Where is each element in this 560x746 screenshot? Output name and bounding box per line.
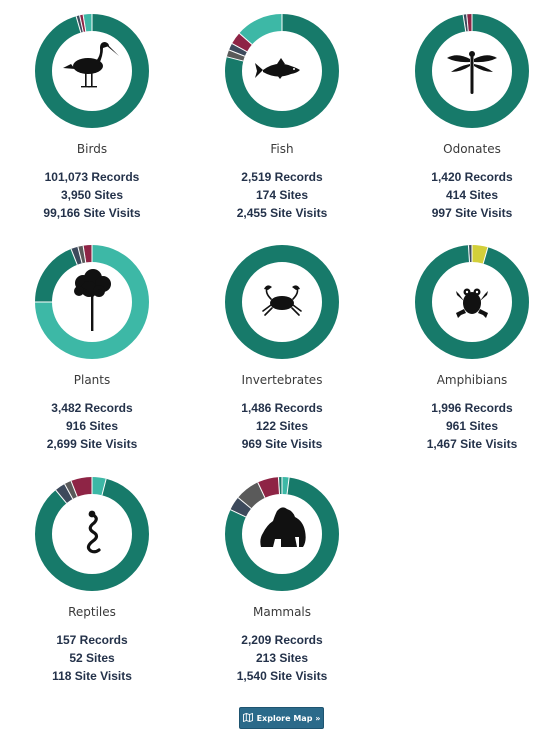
site-visits-count: 2,699 Site Visits [46, 437, 138, 451]
donut-separator-2 [467, 245, 470, 263]
donut-separator-2 [466, 14, 469, 32]
donut-separator-1 [101, 478, 107, 496]
donut-separator-2 [230, 509, 247, 518]
taxon-card-invertebrates[interactable]: Invertebrates 1,486 Records 122 Sites 96… [192, 243, 372, 453]
sites-count: 414 Sites [445, 188, 499, 202]
donut-separator-1 [75, 16, 82, 33]
records-count: 2,519 Records [241, 170, 323, 184]
donut-separator-1 [226, 56, 244, 62]
sites-count: 174 Sites [255, 188, 309, 202]
donut-chart [415, 245, 529, 359]
taxon-name: Reptiles [68, 605, 116, 619]
taxon-card-amphibians[interactable]: Amphibians 1,996 Records 961 Sites 1,467… [382, 243, 560, 453]
donut-segment-0 [415, 14, 529, 128]
records-count: 101,073 Records [44, 170, 140, 184]
records-count: 2,209 Records [241, 633, 323, 647]
taxon-name: Fish [270, 142, 294, 156]
taxon-name: Birds [76, 142, 108, 156]
site-visits-count: 1,540 Site Visits [236, 669, 328, 683]
sites-count: 122 Sites [255, 419, 309, 433]
taxon-name: Invertebrates [241, 373, 323, 387]
donut-separator-3 [82, 14, 87, 32]
taxon-card-birds[interactable]: Birds 101,073 Records 3,950 Sites 99,166… [2, 12, 182, 222]
taxon-name: Plants [73, 373, 111, 387]
site-visits-count: 1,467 Site Visits [426, 437, 518, 451]
donut-segment-0 [35, 14, 149, 128]
records-count: 3,482 Records [51, 401, 133, 415]
donut-separator-4 [70, 480, 78, 497]
donut-segment-0 [225, 245, 339, 359]
records-count: 1,996 Records [431, 401, 513, 415]
records-count: 1,420 Records [431, 170, 513, 184]
sites-count: 916 Sites [65, 419, 119, 433]
taxon-name: Odonates [443, 142, 501, 156]
donut-separator-1 [462, 14, 467, 32]
donut-chart [35, 245, 149, 359]
donut-segment-1 [35, 477, 149, 591]
sites-count: 213 Sites [255, 651, 309, 665]
donut-separator-3 [64, 483, 74, 500]
taxon-name: Mammals [252, 605, 312, 619]
donut-separator-2 [55, 489, 67, 504]
donut-segment-1 [415, 245, 529, 359]
taxon-card-odonates[interactable]: Odonates 1,420 Records 414 Sites 997 Sit… [382, 12, 560, 222]
donut-separator-4 [82, 245, 87, 263]
donut-separator-2 [70, 248, 78, 265]
donut-separator-3 [237, 497, 252, 509]
donut-separator-5 [277, 477, 280, 495]
sites-count: 961 Sites [445, 419, 499, 433]
explore-map-button[interactable]: Explore Map » [239, 707, 324, 729]
site-visits-count: 997 Site Visits [431, 206, 513, 220]
taxon-card-mammals[interactable]: Mammals 2,209 Records 213 Sites 1,540 Si… [192, 475, 372, 685]
donut-separator-1 [482, 247, 489, 264]
donut-separator-3 [77, 246, 83, 264]
donut-chart [225, 245, 339, 359]
donut-separator-2 [79, 15, 84, 33]
site-visits-count: 99,166 Site Visits [43, 206, 141, 220]
donut-chart [35, 14, 149, 128]
map-icon [242, 712, 253, 724]
taxon-card-reptiles[interactable]: Reptiles 157 Records 52 Sites 118 Site V… [2, 475, 182, 685]
donut-separator-4 [238, 32, 253, 45]
taxon-name: Amphibians [436, 373, 508, 387]
donut-separator-2 [228, 49, 245, 57]
explore-map-label: Explore Map » [256, 713, 321, 723]
site-visits-count: 118 Site Visits [52, 669, 132, 683]
donut-chart [225, 14, 339, 128]
donut-chart [225, 477, 339, 591]
donut-chart [35, 477, 149, 591]
sites-count: 52 Sites [69, 651, 115, 665]
site-visits-count: 2,455 Site Visits [236, 206, 328, 220]
donut-segment-1 [225, 477, 339, 591]
sites-count: 3,950 Sites [60, 188, 124, 202]
donut-separator-3 [231, 43, 248, 53]
records-count: 1,486 Records [241, 401, 323, 415]
site-visits-count: 969 Site Visits [241, 437, 323, 451]
donut-separator-1 [286, 477, 290, 495]
taxon-card-fish[interactable]: Fish 2,519 Records 174 Sites 2,455 Site … [192, 12, 372, 222]
records-count: 157 Records [56, 633, 128, 647]
donut-chart [415, 14, 529, 128]
taxon-card-plants[interactable]: Plants 3,482 Records 916 Sites 2,699 Sit… [2, 243, 182, 453]
donut-separator-4 [257, 482, 266, 499]
